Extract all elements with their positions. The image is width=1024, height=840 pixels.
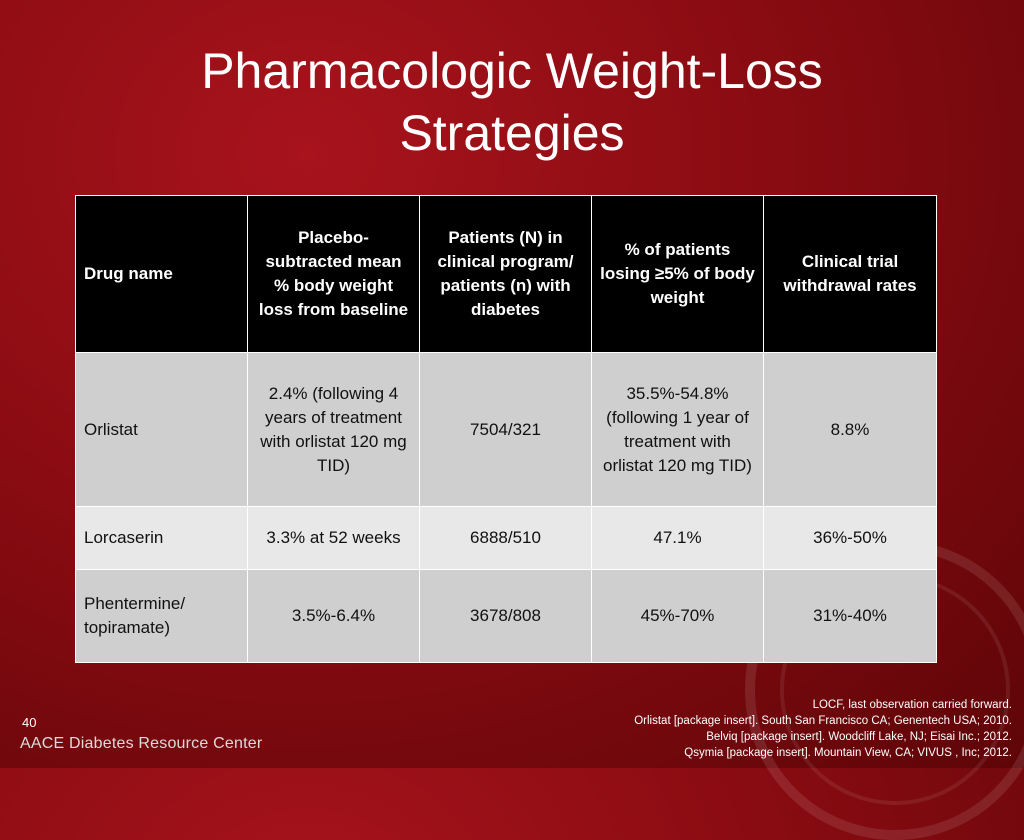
header-percent-losing: % of patients losing ≥5% of body weight — [591, 195, 764, 353]
header-weight-loss: Placebo-subtracted mean % body weight lo… — [247, 195, 420, 353]
cell-drug-name: Phentermine/ topiramate) — [75, 569, 248, 663]
table-row: Phentermine/ topiramate) 3.5%-6.4% 3678/… — [75, 569, 937, 663]
brand-footer: AACE Diabetes Resource Center — [20, 735, 263, 752]
cell-patients: 6888/510 — [419, 506, 592, 570]
cell-weight-loss: 2.4% (following 4 years of treatment wit… — [247, 352, 420, 507]
cell-patients: 7504/321 — [419, 352, 592, 507]
header-drug-name: Drug name — [75, 195, 248, 353]
cell-drug-name: Lorcaserin — [75, 506, 248, 570]
slide-title-line-2: Strategies — [399, 105, 625, 161]
reference-line: Belviq [package insert]. Woodcliff Lake,… — [706, 731, 1012, 743]
table-row: Orlistat 2.4% (following 4 years of trea… — [75, 352, 937, 507]
reference-line: Orlistat [package insert]. South San Fra… — [634, 715, 1012, 727]
page-number: 40 — [22, 715, 37, 730]
table-header-row: Drug name Placebo-subtracted mean % body… — [75, 195, 937, 353]
cell-percent-losing: 47.1% — [591, 506, 764, 570]
slide-title-line-1: Pharmacologic Weight-Loss — [201, 43, 823, 99]
header-withdrawal-rates: Clinical trial withdrawal rates — [763, 195, 937, 353]
cell-weight-loss: 3.3% at 52 weeks — [247, 506, 420, 570]
cell-patients: 3678/808 — [419, 569, 592, 663]
cell-withdrawal-rate: 31%-40% — [763, 569, 937, 663]
cell-weight-loss: 3.5%-6.4% — [247, 569, 420, 663]
drug-comparison-table: Drug name Placebo-subtracted mean % body… — [75, 195, 937, 663]
table-row: Lorcaserin 3.3% at 52 weeks 6888/510 47.… — [75, 506, 937, 570]
references: LOCF, last observation carried forward. … — [452, 697, 1012, 761]
cell-withdrawal-rate: 8.8% — [763, 352, 937, 507]
reference-line: LOCF, last observation carried forward. — [812, 699, 1012, 711]
cell-percent-losing: 35.5%-54.8% (following 1 year of treatme… — [591, 352, 764, 507]
slide-title: Pharmacologic Weight-Loss Strategies — [0, 40, 1024, 164]
cell-withdrawal-rate: 36%-50% — [763, 506, 937, 570]
cell-drug-name: Orlistat — [75, 352, 248, 507]
reference-line: Qsymia [package insert]. Mountain View, … — [684, 747, 1012, 759]
header-patients: Patients (N) in clinical program/ patien… — [419, 195, 592, 353]
cell-percent-losing: 45%-70% — [591, 569, 764, 663]
